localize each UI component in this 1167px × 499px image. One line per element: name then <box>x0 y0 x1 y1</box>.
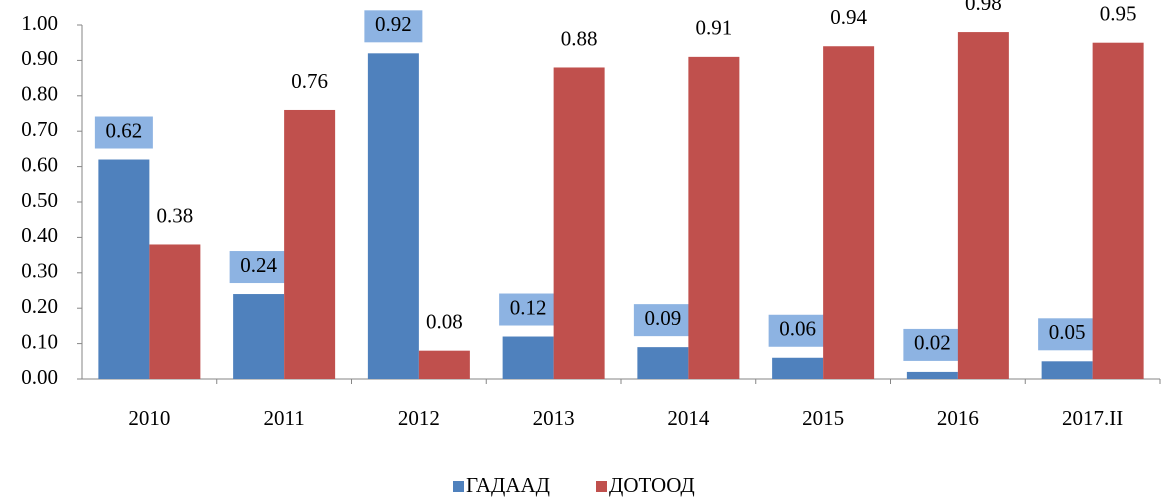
data-label: 0.02 <box>914 331 951 355</box>
y-tick-label: 0.60 <box>21 152 58 176</box>
x-tick-label: 2012 <box>398 406 440 430</box>
y-tick-label: 0.80 <box>21 82 58 106</box>
bar <box>906 371 958 379</box>
x-tick-label: 2011 <box>264 406 305 430</box>
legend-label: ДОТООД <box>609 473 695 497</box>
data-label: 0.08 <box>426 309 463 333</box>
data-label: 0.76 <box>291 69 328 93</box>
bar <box>1041 361 1093 379</box>
data-label: 0.38 <box>157 203 194 227</box>
bar <box>98 159 150 379</box>
bar <box>553 67 605 379</box>
bar <box>233 294 285 379</box>
data-label-box <box>768 314 827 347</box>
y-tick-label: 0.20 <box>21 294 58 318</box>
bar <box>1092 42 1144 379</box>
data-label: 0.06 <box>779 317 816 341</box>
bar <box>637 347 689 379</box>
data-label: 0.94 <box>830 5 867 29</box>
data-label-box <box>229 251 288 284</box>
x-tick-label: 2013 <box>533 406 575 430</box>
data-label: 0.98 <box>965 0 1002 15</box>
bar <box>418 350 470 379</box>
y-tick-label: 0.40 <box>21 223 58 247</box>
legend-swatch <box>453 481 464 492</box>
legend-swatch <box>596 481 607 492</box>
data-label: 0.95 <box>1100 2 1137 26</box>
y-tick-label: 0.00 <box>21 365 58 389</box>
x-tick-label: 2014 <box>667 406 710 430</box>
data-label: 0.62 <box>106 118 143 142</box>
bar <box>688 56 740 380</box>
bar <box>502 336 554 379</box>
bar <box>772 357 824 379</box>
y-tick-label: 1.00 <box>21 11 58 35</box>
x-tick-label: 2010 <box>128 406 170 430</box>
x-tick-label: 2015 <box>802 406 844 430</box>
bar <box>284 109 336 380</box>
data-label: 0.24 <box>240 253 277 277</box>
data-label: 0.91 <box>696 16 733 40</box>
bar <box>957 32 1009 380</box>
bar <box>823 46 875 380</box>
data-label: 0.88 <box>561 26 598 50</box>
data-label-box <box>364 10 423 43</box>
bar <box>367 53 419 379</box>
y-tick-label: 0.90 <box>21 46 58 70</box>
x-tick-label: 2016 <box>937 406 979 430</box>
y-tick-label: 0.50 <box>21 188 58 212</box>
data-label: 0.92 <box>375 12 412 36</box>
y-tick-label: 0.30 <box>21 259 58 283</box>
legend-label: ГАДААД <box>466 473 550 497</box>
y-tick-label: 0.70 <box>21 117 58 141</box>
data-label-box <box>1038 318 1097 351</box>
x-tick-label: 2017.II <box>1062 406 1123 430</box>
data-label: 0.05 <box>1049 320 1086 344</box>
y-tick-label: 0.10 <box>21 329 58 353</box>
bar <box>149 244 201 379</box>
data-label-box <box>633 304 692 337</box>
data-label-box <box>94 116 153 149</box>
data-label-box <box>903 328 962 361</box>
data-label: 0.09 <box>645 306 682 330</box>
data-label: 0.12 <box>510 295 547 319</box>
data-label-box <box>499 293 558 326</box>
